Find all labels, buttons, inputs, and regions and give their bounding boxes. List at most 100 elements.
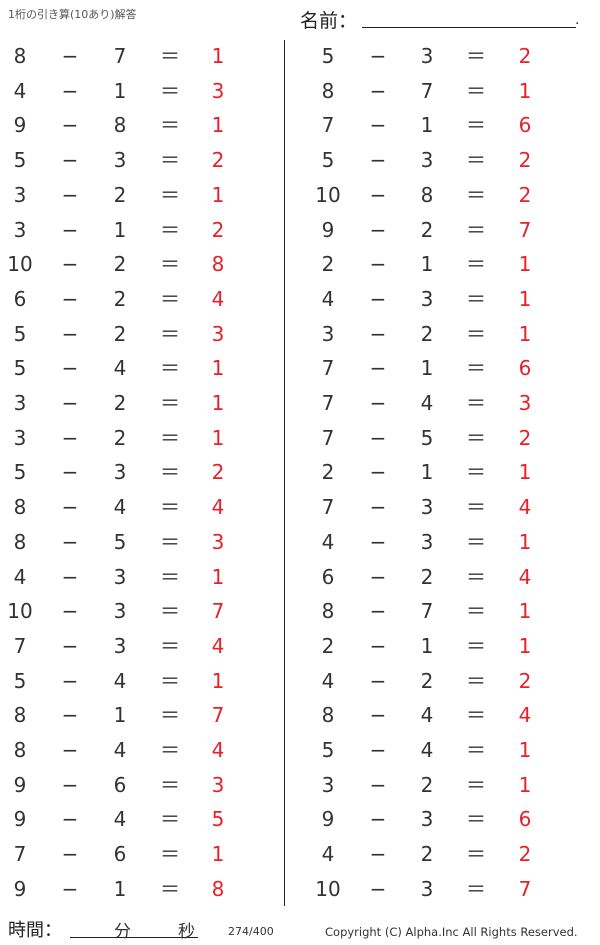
answer: 1 bbox=[211, 668, 225, 693]
minuend: 9 bbox=[321, 217, 335, 242]
minuend: 9 bbox=[13, 772, 27, 797]
answer: 2 bbox=[211, 460, 225, 485]
minuend: 5 bbox=[321, 148, 335, 173]
subtrahend: 4 bbox=[420, 703, 434, 728]
minus-sign: − bbox=[369, 78, 387, 103]
subtrahend: 1 bbox=[420, 356, 434, 381]
equals-sign: ＝ bbox=[466, 182, 486, 207]
minus-sign: − bbox=[61, 842, 79, 867]
equals-sign: ＝ bbox=[160, 703, 180, 728]
minus-sign: − bbox=[369, 356, 387, 381]
equals-sign: ＝ bbox=[466, 286, 486, 311]
minus-sign: − bbox=[369, 495, 387, 520]
subtrahend: 8 bbox=[113, 113, 127, 138]
minuend: 3 bbox=[13, 182, 27, 207]
equals-sign: ＝ bbox=[160, 148, 180, 173]
column-divider bbox=[284, 40, 285, 906]
minus-sign: − bbox=[369, 772, 387, 797]
minuend: 8 bbox=[321, 599, 335, 624]
answer: 1 bbox=[518, 460, 532, 485]
equals-sign: ＝ bbox=[160, 356, 180, 381]
minuend: 2 bbox=[321, 460, 335, 485]
answer: 4 bbox=[211, 495, 225, 520]
equals-sign: ＝ bbox=[466, 44, 486, 68]
equals-sign: ＝ bbox=[160, 252, 180, 277]
answer: 4 bbox=[211, 633, 225, 658]
equals-sign: ＝ bbox=[466, 633, 486, 658]
equals-sign: ＝ bbox=[160, 113, 180, 138]
subtrahend: 3 bbox=[113, 599, 127, 624]
subtrahend: 1 bbox=[420, 460, 434, 485]
subtrahend: 7 bbox=[113, 44, 127, 68]
name-label: 名前： bbox=[300, 10, 358, 32]
time-field[interactable] bbox=[70, 937, 198, 938]
minuend: 9 bbox=[321, 807, 335, 832]
minus-sign: − bbox=[369, 286, 387, 311]
answer: 3 bbox=[211, 78, 225, 103]
equals-sign: ＝ bbox=[160, 286, 180, 311]
minuend: 8 bbox=[13, 529, 27, 554]
answer: 7 bbox=[518, 876, 532, 901]
minus-sign: − bbox=[369, 633, 387, 658]
minuend: 2 bbox=[321, 633, 335, 658]
answer: 2 bbox=[211, 217, 225, 242]
equals-sign: ＝ bbox=[160, 876, 180, 901]
answer: 2 bbox=[518, 425, 532, 450]
minus-sign: − bbox=[61, 876, 79, 901]
minuend: 3 bbox=[13, 391, 27, 415]
subtrahend: 1 bbox=[420, 113, 434, 138]
minuend: 10 bbox=[315, 876, 341, 901]
minuend: 3 bbox=[13, 425, 27, 450]
subtrahend: 5 bbox=[113, 529, 127, 554]
equals-sign: ＝ bbox=[160, 78, 180, 103]
answer: 4 bbox=[211, 738, 225, 762]
answer: 4 bbox=[518, 703, 532, 728]
equals-sign: ＝ bbox=[466, 738, 486, 762]
subtrahend: 2 bbox=[113, 286, 127, 311]
equals-sign: ＝ bbox=[160, 460, 180, 485]
equals-sign: ＝ bbox=[466, 252, 486, 277]
minuend: 9 bbox=[13, 113, 27, 138]
minuend: 8 bbox=[321, 78, 335, 103]
subtrahend: 3 bbox=[113, 564, 127, 589]
minus-sign: − bbox=[369, 668, 387, 693]
answer: 5 bbox=[211, 807, 225, 832]
subtrahend: 4 bbox=[420, 738, 434, 762]
minuend: 4 bbox=[321, 286, 335, 311]
subtrahend: 1 bbox=[113, 703, 127, 728]
equals-sign: ＝ bbox=[160, 772, 180, 797]
minuend: 10 bbox=[315, 182, 341, 207]
seconds-label: 秒 bbox=[178, 922, 195, 942]
subtrahend: 2 bbox=[113, 425, 127, 450]
subtrahend: 2 bbox=[420, 842, 434, 867]
minus-sign: − bbox=[61, 564, 79, 589]
subtrahend: 1 bbox=[113, 876, 127, 901]
equals-sign: ＝ bbox=[466, 842, 486, 867]
subtrahend: 1 bbox=[113, 217, 127, 242]
answer: 8 bbox=[211, 252, 225, 277]
answer: 1 bbox=[518, 599, 532, 624]
answer: 2 bbox=[518, 182, 532, 207]
minus-sign: − bbox=[369, 842, 387, 867]
answer: 1 bbox=[518, 529, 532, 554]
answer: 4 bbox=[518, 495, 532, 520]
minuend: 8 bbox=[13, 738, 27, 762]
subtrahend: 2 bbox=[113, 252, 127, 277]
equals-sign: ＝ bbox=[466, 356, 486, 381]
name-field[interactable] bbox=[362, 27, 576, 28]
equals-sign: ＝ bbox=[466, 460, 486, 485]
equals-sign: ＝ bbox=[160, 495, 180, 520]
subtrahend: 4 bbox=[420, 391, 434, 415]
minuend: 4 bbox=[321, 842, 335, 867]
equals-sign: ＝ bbox=[160, 391, 180, 415]
answer: 2 bbox=[518, 148, 532, 173]
minus-sign: − bbox=[61, 391, 79, 415]
copyright: Copyright (C) Alpha.Inc All Rights Reser… bbox=[325, 925, 578, 939]
minus-sign: − bbox=[61, 113, 79, 138]
minus-sign: − bbox=[61, 599, 79, 624]
answer: 1 bbox=[518, 321, 532, 346]
equals-sign: ＝ bbox=[160, 425, 180, 450]
answer: 6 bbox=[518, 356, 532, 381]
subtrahend: 3 bbox=[420, 529, 434, 554]
minuend: 5 bbox=[13, 668, 27, 693]
